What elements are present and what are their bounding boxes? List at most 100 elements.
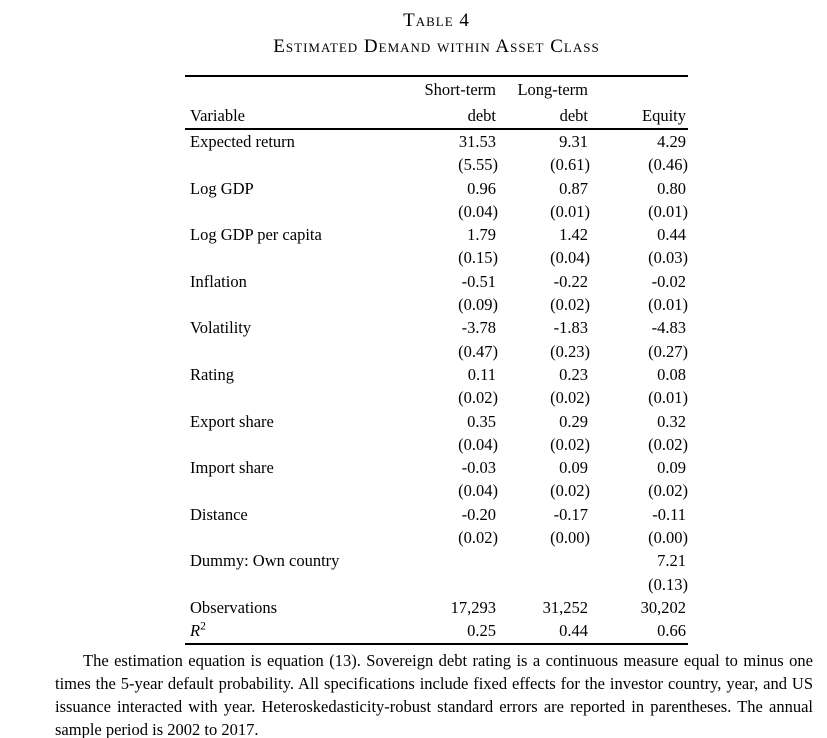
se-cell: (0.09) [458, 295, 498, 315]
table-row: Rating 0.11 0.23 0.08 [185, 363, 688, 386]
col-header-variable: Variable [185, 102, 405, 130]
se-cell: (0.01) [550, 201, 590, 221]
coef-cell: 0.29 [559, 411, 588, 431]
se-cell: (0.00) [550, 528, 590, 548]
coef-cell: -3.78 [461, 318, 496, 338]
table-row: Inflation -0.51 -0.22 -0.02 [185, 270, 688, 293]
table-row-se: (0.04) (0.02) (0.02) [185, 479, 688, 502]
coef-cell: -0.11 [652, 504, 686, 524]
stats-row-observations: Observations 17,293 31,252 30,202 [185, 596, 688, 619]
table-row: Log GDP 0.96 0.87 0.80 [185, 177, 688, 200]
coef-cell: -0.51 [461, 271, 496, 291]
se-cell: (0.04) [458, 434, 498, 454]
coef-cell: -0.03 [461, 458, 496, 478]
se-cell: (0.04) [550, 248, 590, 268]
se-cell: (0.02) [550, 388, 590, 408]
table-row-se: (0.02) (0.00) (0.00) [185, 526, 688, 549]
se-cell: (0.23) [550, 341, 590, 361]
stats-cell: 0.44 [498, 619, 590, 645]
col-header-shortterm-line2: debt [405, 102, 498, 130]
stats-cell: 31,252 [542, 597, 588, 617]
coef-cell: -1.83 [553, 318, 588, 338]
table-row: Import share -0.03 0.09 0.09 [185, 456, 688, 479]
table-row: Expected return 31.53 9.31 4.29 [185, 129, 688, 153]
coef-cell: 7.21 [657, 551, 686, 571]
table-title-block: Table 4 Estimated Demand within Asset Cl… [185, 8, 688, 60]
se-cell [498, 573, 590, 596]
coef-cell: 31.53 [458, 132, 496, 151]
coef-cell: 0.87 [559, 178, 588, 198]
se-cell: (0.02) [458, 528, 498, 548]
row-label: Distance [190, 504, 248, 524]
stats-label-rsquared: R2 [185, 619, 405, 645]
se-cell: (0.46) [648, 155, 688, 175]
table-row: Dummy: Own country 7.21 [185, 549, 688, 572]
coef-cell: 0.09 [559, 458, 588, 478]
stats-cell: 30,202 [640, 597, 686, 617]
table-caption-title: Estimated Demand within Asset Class [273, 36, 600, 57]
table-row-se: (5.55) (0.61) (0.46) [185, 153, 688, 176]
coef-cell: 0.44 [657, 225, 686, 245]
se-cell: (0.01) [648, 295, 688, 315]
table-row: Volatility -3.78 -1.83 -4.83 [185, 316, 688, 339]
coef-cell: 0.23 [559, 364, 588, 384]
stats-cell: 0.25 [405, 619, 498, 645]
coef-cell: 9.31 [559, 132, 588, 151]
row-label: Inflation [190, 271, 247, 291]
se-cell: (0.02) [458, 388, 498, 408]
table-row-se: (0.15) (0.04) (0.03) [185, 246, 688, 269]
se-cell: (0.13) [648, 574, 688, 594]
r-symbol: R [190, 621, 201, 641]
coef-cell: 0.09 [657, 458, 686, 478]
se-cell: (0.00) [648, 528, 688, 548]
se-cell: (0.04) [458, 201, 498, 221]
stats-label: Observations [190, 597, 278, 617]
table-row-se: (0.02) (0.02) (0.01) [185, 386, 688, 409]
coef-cell: -0.17 [553, 504, 588, 524]
se-cell: (0.02) [550, 434, 590, 454]
table-row: Export share 0.35 0.29 0.32 [185, 410, 688, 433]
se-cell [405, 573, 498, 596]
col-header-longterm-line1: Long-term [517, 80, 588, 99]
coef-cell: 0.80 [657, 178, 686, 198]
se-cell: (0.02) [648, 434, 688, 454]
coef-cell: -0.22 [553, 271, 588, 291]
row-label: Log GDP per capita [190, 225, 322, 245]
coef-cell: 0.35 [467, 411, 496, 431]
table-row-se: (0.04) (0.01) (0.01) [185, 200, 688, 223]
se-cell: (0.01) [648, 201, 688, 221]
table-number-title: Table 4 [403, 10, 470, 31]
coef-cell: 1.79 [467, 225, 496, 245]
coef-cell: -0.20 [461, 504, 496, 524]
se-cell: (0.27) [648, 341, 688, 361]
coef-cell: 0.11 [467, 364, 496, 384]
row-label: Import share [190, 458, 274, 478]
se-cell: (0.47) [458, 341, 498, 361]
table-row: Log GDP per capita 1.79 1.42 0.44 [185, 223, 688, 246]
stats-cell: 17,293 [450, 597, 496, 617]
se-cell: (5.55) [458, 155, 498, 175]
regression-table: Short-term Long-term Variable debt debt … [185, 75, 688, 645]
row-label: Expected return [190, 132, 295, 151]
table-row-se: (0.09) (0.02) (0.01) [185, 293, 688, 316]
table-row-se: (0.47) (0.23) (0.27) [185, 340, 688, 363]
se-cell: (0.02) [648, 481, 688, 501]
coef-cell: 0.08 [657, 364, 686, 384]
row-label: Log GDP [190, 178, 254, 198]
coef-cell: 4.29 [657, 132, 686, 151]
table-footnote: The estimation equation is equation (13)… [55, 651, 813, 738]
row-label: Dummy: Own country [190, 551, 340, 571]
stats-cell: 0.66 [590, 619, 688, 645]
stats-row-rsquared: R2 0.25 0.44 0.66 [185, 619, 688, 645]
se-cell: (0.01) [648, 388, 688, 408]
coef-cell [405, 549, 498, 572]
se-cell: (0.02) [550, 295, 590, 315]
se-cell: (0.61) [550, 155, 590, 175]
coef-cell: 0.32 [657, 411, 686, 431]
coef-cell: -4.83 [651, 318, 686, 338]
table-row-se: (0.13) [185, 573, 688, 596]
se-cell: (0.02) [550, 481, 590, 501]
se-cell: (0.03) [648, 248, 688, 268]
row-label: Rating [190, 364, 234, 384]
